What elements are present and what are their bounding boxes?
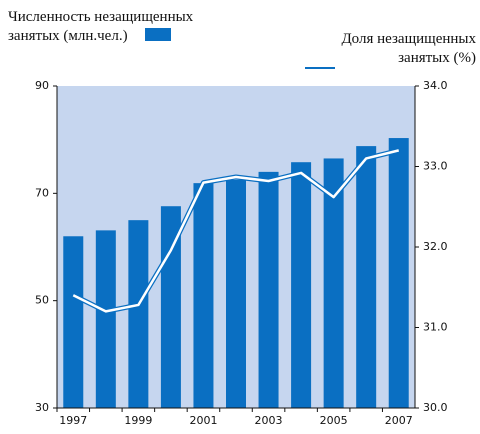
- x-tick-label: 1999: [124, 414, 152, 427]
- x-tick-label: 2005: [320, 414, 348, 427]
- line: [72, 149, 400, 313]
- x-tick-label: 2003: [255, 414, 283, 427]
- bar: [388, 138, 409, 408]
- legend-label: Численность незащищенных занятых (млн.че…: [8, 9, 194, 44]
- y-tick-label: 30: [35, 401, 49, 414]
- bar: [356, 146, 377, 408]
- y2-tick-label: 31.0: [423, 321, 448, 334]
- line-legend: Доля незащищенных занятых (%): [300, 30, 476, 68]
- y2-tick-label: 30.0: [423, 401, 448, 414]
- y2-tick-label: 32.0: [423, 240, 448, 253]
- bar-legend: Численность незащищенных занятых (млн.че…: [8, 8, 218, 46]
- x-tick-label: 1997: [59, 414, 87, 427]
- bar: [63, 236, 84, 408]
- x-tick-label: 2001: [189, 414, 217, 427]
- bar: [95, 230, 116, 408]
- y2-tick-label: 34.0: [423, 79, 448, 92]
- legend-label: Доля незащищенных занятых (%): [341, 31, 476, 66]
- bar: [128, 220, 149, 408]
- bar: [226, 179, 246, 408]
- bar: [323, 158, 344, 408]
- y-tick-label: 70: [35, 186, 49, 199]
- y-tick-label: 90: [35, 79, 49, 92]
- bar: [291, 162, 312, 408]
- x-tick-label: 2007: [385, 414, 413, 427]
- y2-tick-label: 33.0: [423, 160, 448, 173]
- bar: [193, 183, 214, 408]
- y-tick-label: 50: [35, 294, 49, 307]
- bar: [258, 171, 279, 408]
- legend-swatch: [145, 28, 172, 41]
